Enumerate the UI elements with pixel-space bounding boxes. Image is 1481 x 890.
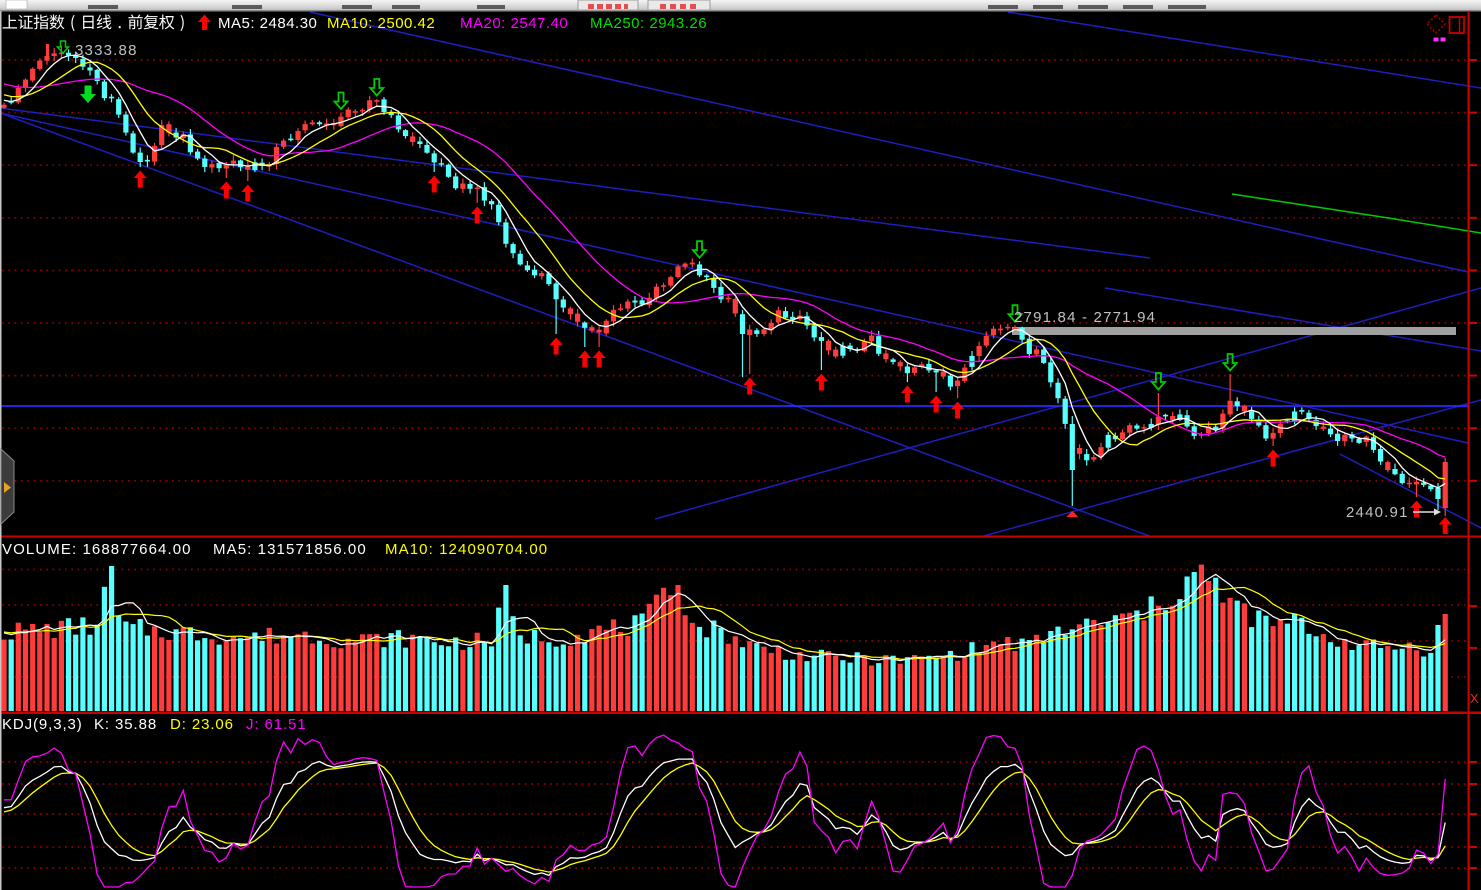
svg-text:MA10: 124090704.00: MA10: 124090704.00	[385, 541, 548, 558]
svg-text:MA10: 2500.42: MA10: 2500.42	[327, 15, 435, 32]
svg-text:KDJ(9,3,3): KDJ(9,3,3)	[2, 716, 83, 733]
svg-text:X: X	[1470, 691, 1479, 706]
svg-text:MA250: 2943.26: MA250: 2943.26	[590, 15, 707, 32]
svg-text:2440.91: 2440.91	[1346, 504, 1409, 521]
svg-text:MA5: 131571856.00: MA5: 131571856.00	[213, 541, 367, 558]
svg-text:VOLUME: 168877664.00: VOLUME: 168877664.00	[2, 541, 192, 558]
svg-text:2791.84 - 2771.94: 2791.84 - 2771.94	[1014, 309, 1156, 326]
svg-text:MA5: 2484.30: MA5: 2484.30	[218, 15, 317, 32]
svg-text:J: 61.51: J: 61.51	[246, 716, 307, 733]
svg-text:3333.88: 3333.88	[75, 42, 138, 59]
svg-text:K: 35.88: K: 35.88	[94, 716, 157, 733]
svg-text:MA20: 2547.40: MA20: 2547.40	[460, 15, 568, 32]
svg-text:D: 23.06: D: 23.06	[170, 716, 234, 733]
